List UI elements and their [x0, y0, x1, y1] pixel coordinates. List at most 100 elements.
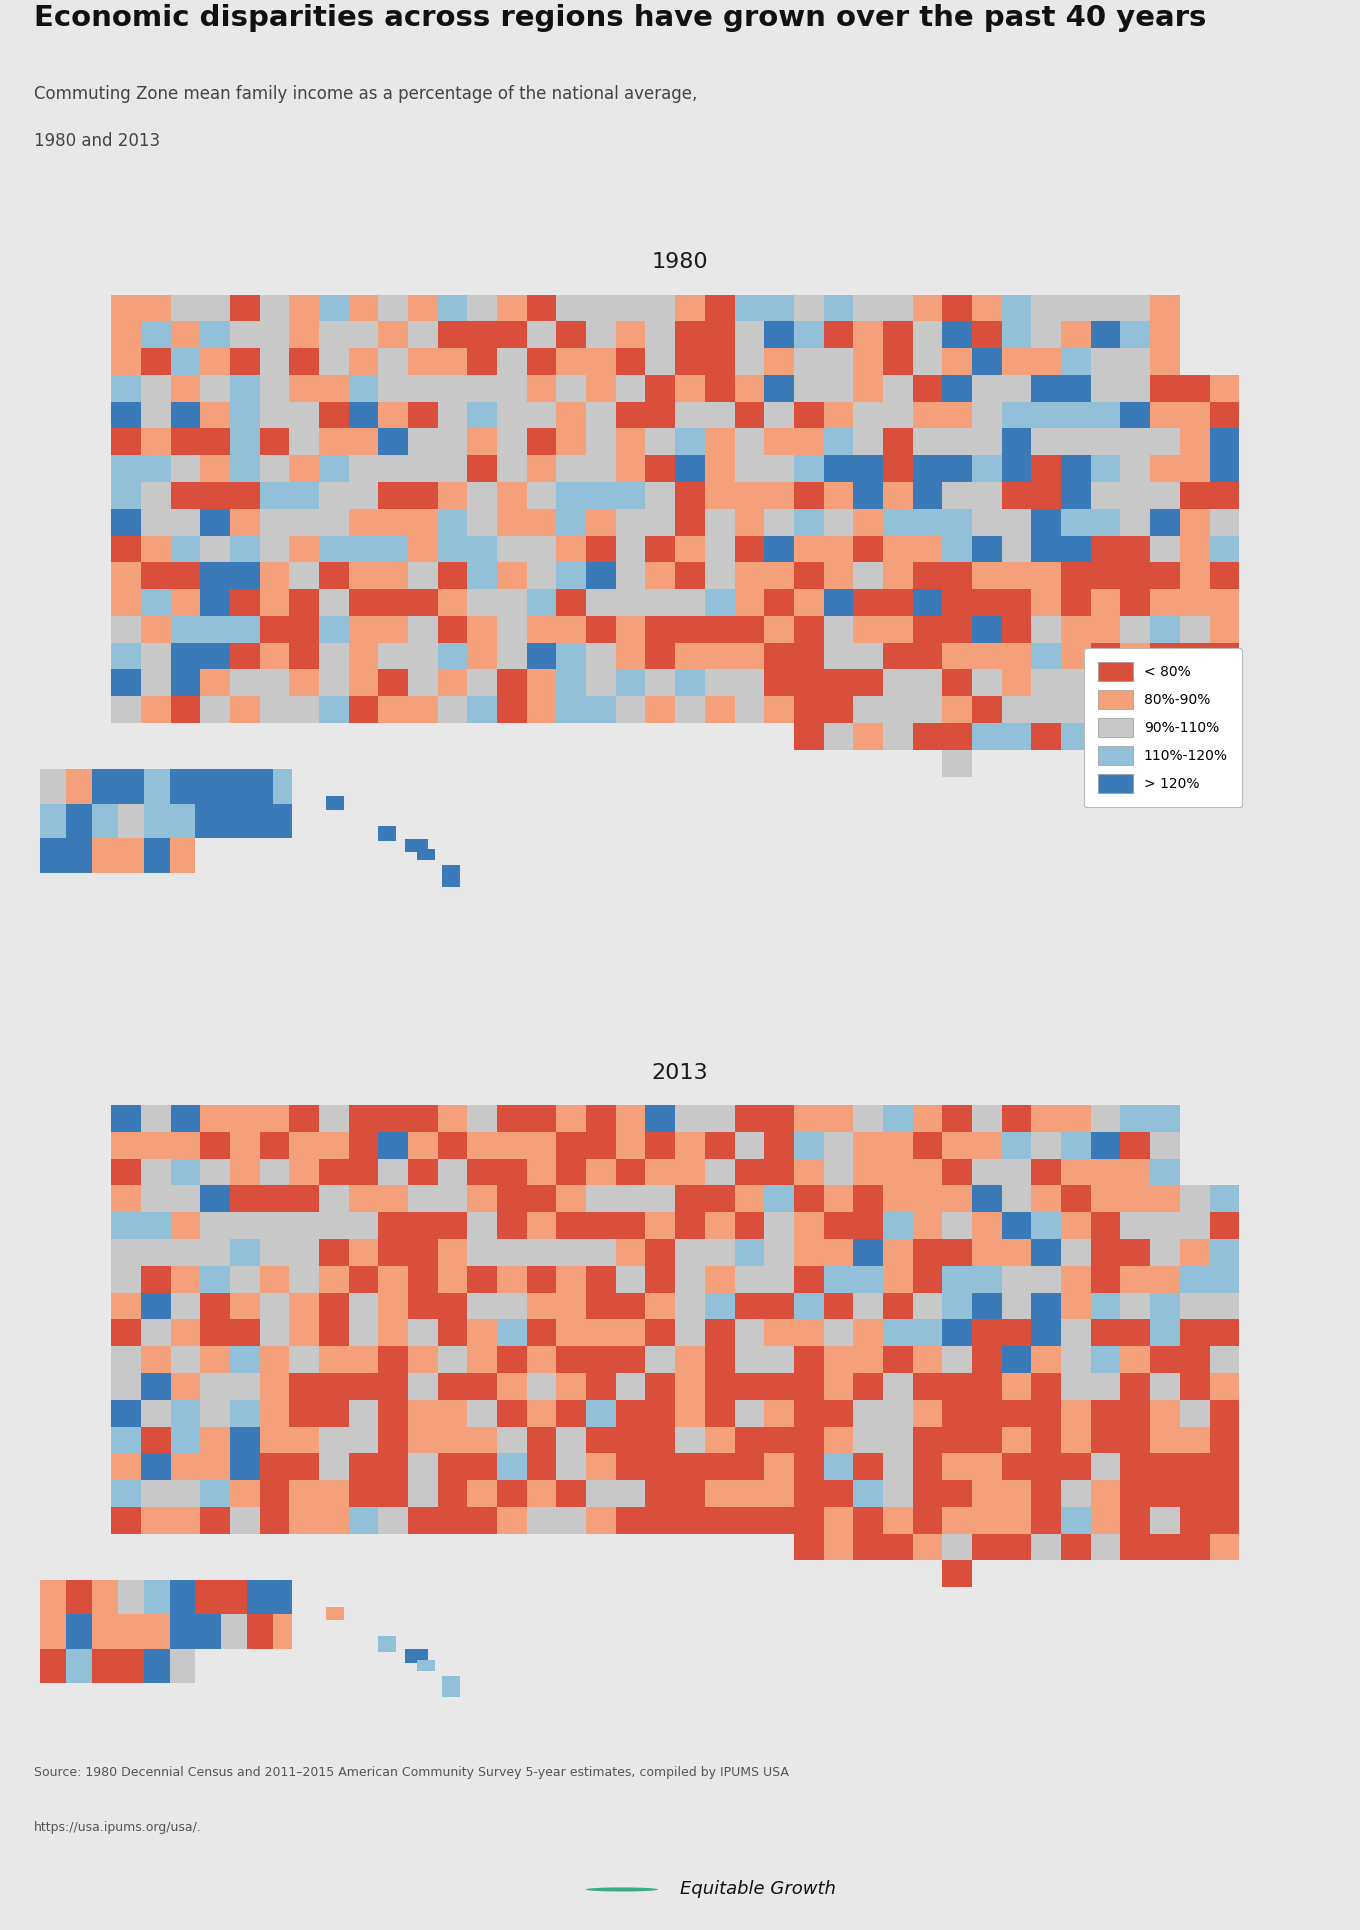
Bar: [704, 1158, 734, 1185]
Bar: [1002, 1320, 1031, 1347]
Bar: [468, 482, 496, 510]
Bar: [348, 616, 378, 643]
Bar: [794, 1453, 824, 1480]
Text: Commuting Zone mean family income as a percentage of the national average,: Commuting Zone mean family income as a p…: [34, 85, 698, 102]
Bar: [1002, 1480, 1031, 1507]
Bar: [794, 724, 824, 751]
Bar: [378, 510, 408, 537]
Bar: [1151, 428, 1180, 455]
Bar: [290, 1239, 320, 1266]
Bar: [438, 1158, 468, 1185]
Bar: [586, 295, 616, 320]
Bar: [1002, 1239, 1031, 1266]
Bar: [408, 1212, 438, 1239]
Bar: [200, 1320, 230, 1347]
Bar: [853, 1239, 883, 1266]
Bar: [348, 1212, 378, 1239]
Bar: [704, 643, 734, 670]
Bar: [972, 1185, 1002, 1212]
Bar: [141, 1372, 170, 1399]
Bar: [853, 1480, 883, 1507]
Bar: [260, 562, 290, 589]
Bar: [1061, 724, 1091, 751]
Bar: [408, 562, 438, 589]
Bar: [853, 1534, 883, 1561]
Bar: [378, 347, 408, 374]
Bar: [704, 1106, 734, 1131]
Bar: [348, 697, 378, 724]
Bar: [764, 1293, 794, 1320]
Bar: [1061, 374, 1091, 401]
Bar: [913, 589, 942, 616]
Bar: [883, 537, 913, 562]
Bar: [586, 1239, 616, 1266]
Bar: [1151, 374, 1180, 401]
Bar: [1209, 1320, 1239, 1347]
Bar: [942, 1266, 972, 1293]
Bar: [764, 616, 794, 643]
Bar: [794, 1131, 824, 1158]
Bar: [230, 1453, 260, 1480]
Bar: [616, 1185, 646, 1212]
Bar: [913, 1158, 942, 1185]
Bar: [824, 428, 853, 455]
Bar: [260, 1266, 290, 1293]
Bar: [320, 1480, 348, 1507]
Bar: [170, 455, 200, 482]
Bar: [704, 482, 734, 510]
Bar: [320, 697, 348, 724]
Bar: [1180, 1453, 1209, 1480]
Bar: [378, 1293, 408, 1320]
Bar: [972, 1399, 1002, 1426]
Bar: [1002, 374, 1031, 401]
Bar: [468, 1212, 496, 1239]
Bar: [586, 1480, 616, 1507]
Bar: [141, 1106, 170, 1131]
Bar: [526, 1480, 556, 1507]
Bar: [320, 1347, 348, 1372]
Bar: [526, 347, 556, 374]
Bar: [616, 320, 646, 347]
Bar: [1180, 1372, 1209, 1399]
Bar: [408, 482, 438, 510]
Bar: [942, 643, 972, 670]
Bar: [1061, 428, 1091, 455]
Bar: [141, 401, 170, 428]
Bar: [1061, 347, 1091, 374]
Bar: [526, 1131, 556, 1158]
Bar: [734, 1347, 764, 1372]
Bar: [1002, 1534, 1031, 1561]
Bar: [1091, 616, 1121, 643]
Bar: [230, 1212, 260, 1239]
Bar: [556, 1293, 586, 1320]
Bar: [112, 1185, 141, 1212]
Bar: [112, 1453, 141, 1480]
Bar: [438, 1347, 468, 1372]
Bar: [853, 1453, 883, 1480]
Bar: [883, 320, 913, 347]
Bar: [972, 320, 1002, 347]
Bar: [972, 347, 1002, 374]
Bar: [1121, 482, 1151, 510]
Bar: [1091, 510, 1121, 537]
Bar: [320, 616, 348, 643]
Bar: [1061, 295, 1091, 320]
Bar: [824, 670, 853, 697]
Bar: [170, 1347, 200, 1372]
Bar: [260, 643, 290, 670]
Bar: [824, 1453, 853, 1480]
Bar: [408, 697, 438, 724]
Bar: [408, 1453, 438, 1480]
Bar: [378, 537, 408, 562]
Bar: [438, 1453, 468, 1480]
Bar: [972, 697, 1002, 724]
Bar: [1061, 1534, 1091, 1561]
Bar: [704, 1347, 734, 1372]
Bar: [1091, 1158, 1121, 1185]
Bar: [913, 1106, 942, 1131]
Bar: [1151, 616, 1180, 643]
Bar: [260, 1106, 290, 1131]
Bar: [141, 1185, 170, 1212]
Bar: [1180, 401, 1209, 428]
Bar: [378, 1480, 408, 1507]
